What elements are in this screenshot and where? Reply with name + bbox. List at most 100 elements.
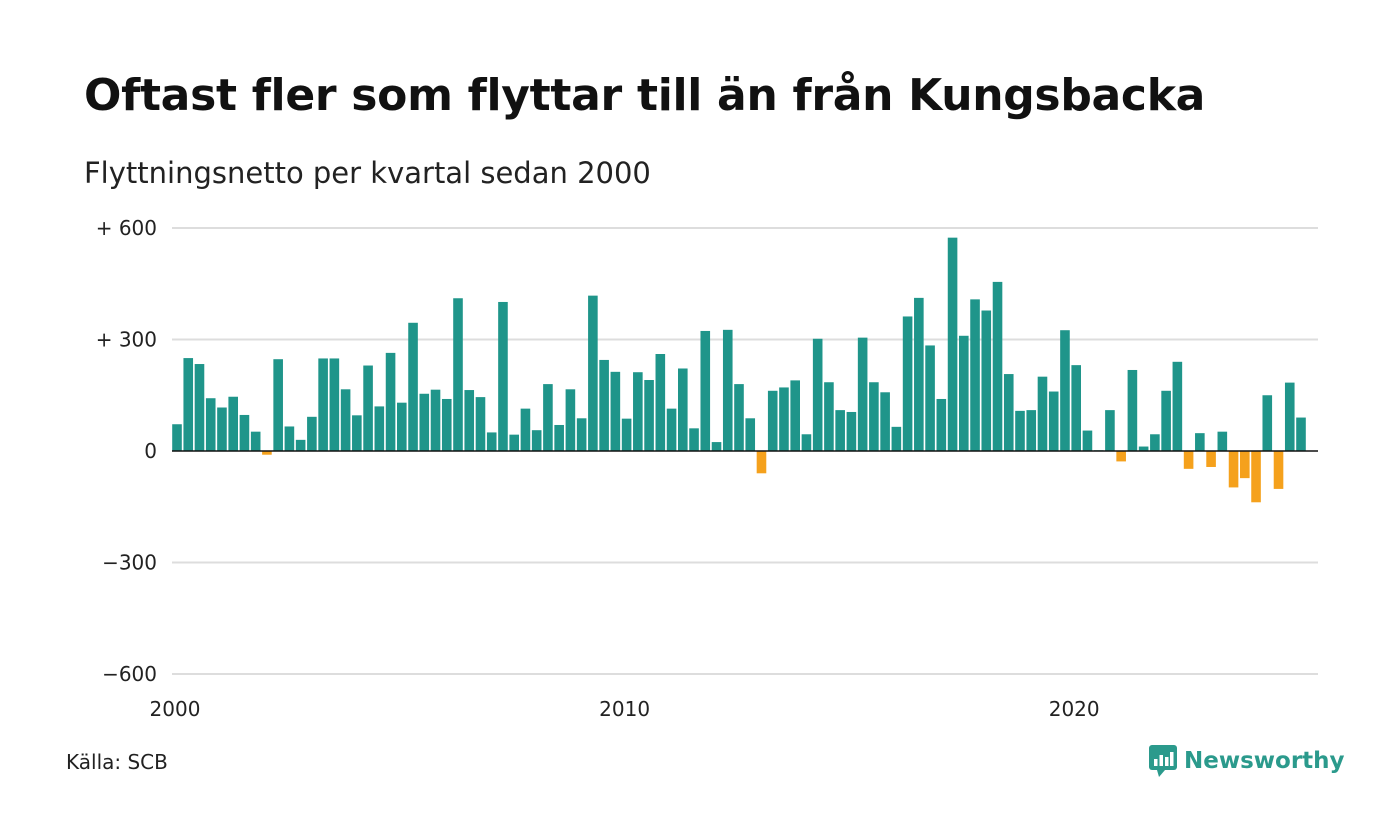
bar [1105,410,1115,451]
bar [1273,451,1284,489]
bar [1071,365,1081,451]
bar [419,393,430,451]
y-tick-label: −300 [102,551,157,575]
bar [992,281,1003,451]
bar [1228,451,1239,488]
bar [599,359,609,451]
newsworthy-chart-bubble-icon [1149,745,1177,777]
bar [565,389,576,451]
bar [363,365,373,451]
bar [869,382,879,451]
bar-chart: + 600 + 300 0 −300 −600 2000 2010 2020 [96,216,1318,721]
source-note: Källa: SCB [66,750,168,774]
bar [1217,431,1228,451]
bar [374,406,385,451]
bar [183,358,194,451]
bar [1150,434,1160,451]
bar [666,408,677,451]
bar [588,295,598,451]
bar [846,411,857,451]
bar [295,439,306,451]
bar [172,424,182,451]
bar [1284,382,1295,451]
bar [655,354,666,451]
bar [318,358,328,451]
bar [1195,433,1205,451]
bar [1251,451,1261,503]
bar [1172,361,1183,451]
bar [756,451,767,474]
bar [914,297,924,451]
y-tick-label: + 600 [96,216,157,240]
bar [239,414,250,451]
bar [1116,451,1126,462]
bar [385,352,396,451]
bar [925,345,935,451]
bar [1082,430,1093,451]
bar [857,337,868,451]
bar [475,397,486,451]
bar [205,398,216,451]
bar [1183,451,1194,469]
bar [610,371,621,451]
bar [812,338,823,451]
bar [891,426,902,451]
bar [1262,395,1273,451]
bar [801,434,812,451]
bar [1138,446,1149,451]
bar [1060,330,1070,451]
bar [722,329,733,451]
bar [262,451,272,455]
bar [779,387,789,451]
bar [835,410,845,451]
bar [1037,376,1048,451]
logo-text: Newsworthy [1184,748,1345,774]
bar [678,368,688,451]
bar [464,390,475,451]
bar [1026,410,1037,451]
bar [880,392,890,451]
y-tick-label: + 300 [96,328,157,352]
newsworthy-logo: Newsworthy [1148,744,1345,778]
x-tick-label: 2000 [150,697,201,721]
bar [1206,451,1216,467]
bar [1003,374,1014,451]
bar [352,415,362,451]
bar [217,407,227,451]
bar [228,396,238,451]
bar [397,402,407,451]
bar [824,382,834,451]
bar [644,380,654,451]
bar [689,428,699,451]
bar [430,389,441,451]
bar [633,372,643,451]
bar [767,390,778,451]
bar [1161,390,1171,451]
bar [1048,391,1059,451]
bar [711,442,722,451]
bar [790,380,800,451]
bar [959,335,969,451]
x-tick-label: 2010 [599,697,650,721]
bar [554,424,564,451]
bar [1015,410,1025,451]
bar [700,330,711,451]
bar [970,299,980,451]
bar [498,301,508,451]
bar [441,398,452,451]
bar [509,434,519,451]
bar [250,431,261,451]
bar [486,432,497,451]
bar [273,359,283,451]
x-tick-label: 2020 [1049,697,1100,721]
bar [284,426,295,451]
bar [531,430,542,451]
chart-title: Oftast fler som flyttar till än från Kun… [84,70,1206,121]
bar [340,389,351,451]
bar [329,358,340,451]
bar [947,237,958,451]
bar [902,316,913,451]
y-tick-label: 0 [144,439,157,463]
bar [520,408,531,451]
bar [543,384,553,451]
